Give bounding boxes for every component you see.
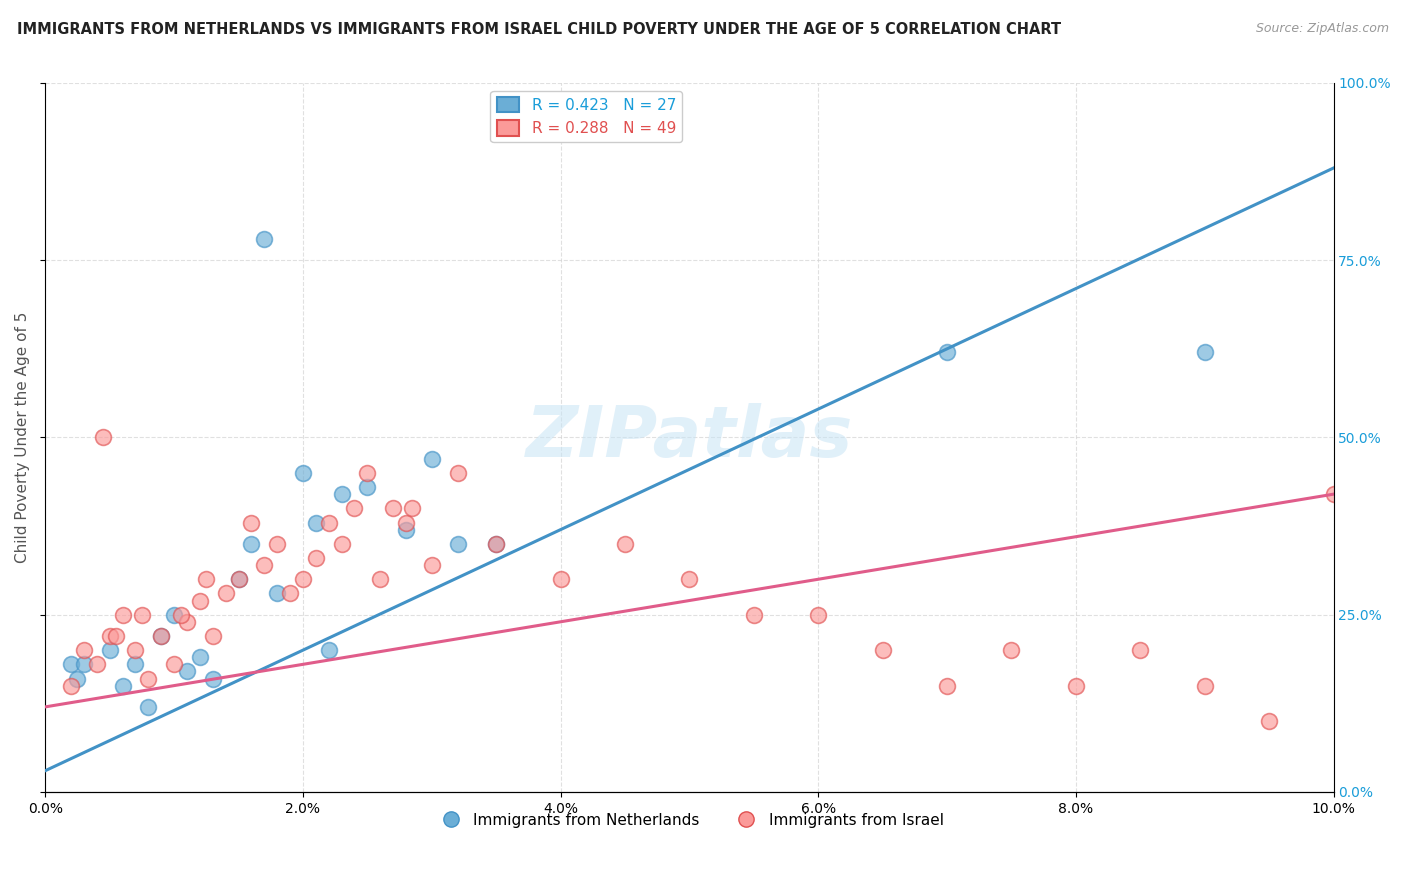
Point [240, 516, 263, 530]
Point [936, 345, 959, 359]
Point [330, 537, 353, 551]
Point [1194, 345, 1216, 359]
Point [163, 607, 186, 622]
Point [395, 516, 418, 530]
Point [356, 466, 378, 480]
Point [228, 572, 250, 586]
Point [60, 679, 83, 693]
Point [201, 629, 224, 643]
Point [446, 537, 468, 551]
Point [253, 558, 276, 572]
Text: Source: ZipAtlas.com: Source: ZipAtlas.com [1256, 22, 1389, 36]
Point [138, 672, 160, 686]
Point [1129, 643, 1152, 657]
Point [150, 629, 173, 643]
Point [188, 593, 211, 607]
Point [91, 430, 114, 444]
Point [343, 501, 366, 516]
Point [138, 699, 160, 714]
Point [98, 629, 121, 643]
Point [73, 643, 96, 657]
Point [176, 665, 198, 679]
Point [742, 607, 765, 622]
Point [124, 643, 146, 657]
Point [550, 572, 572, 586]
Point [266, 586, 288, 600]
Point [305, 551, 328, 566]
Point [150, 629, 173, 643]
Point [86, 657, 108, 672]
Point [201, 672, 224, 686]
Point [872, 643, 894, 657]
Point [401, 501, 423, 516]
Point [266, 537, 288, 551]
Point [318, 516, 340, 530]
Point [228, 572, 250, 586]
Point [420, 558, 443, 572]
Legend: Immigrants from Netherlands, Immigrants from Israel: Immigrants from Netherlands, Immigrants … [429, 806, 949, 834]
Point [111, 607, 134, 622]
Point [253, 232, 276, 246]
Point [169, 607, 191, 622]
Point [1258, 714, 1281, 728]
Point [1322, 487, 1344, 501]
Text: IMMIGRANTS FROM NETHERLANDS VS IMMIGRANTS FROM ISRAEL CHILD POVERTY UNDER THE AG: IMMIGRANTS FROM NETHERLANDS VS IMMIGRANT… [17, 22, 1062, 37]
Point [176, 615, 198, 629]
Point [936, 679, 959, 693]
Point [807, 607, 830, 622]
Point [60, 657, 83, 672]
Point [485, 537, 508, 551]
Y-axis label: Child Poverty Under the Age of 5: Child Poverty Under the Age of 5 [15, 312, 30, 563]
Point [318, 643, 340, 657]
Point [356, 480, 378, 494]
Point [330, 487, 353, 501]
Point [614, 537, 637, 551]
Point [395, 523, 418, 537]
Point [291, 466, 314, 480]
Point [278, 586, 301, 600]
Point [420, 451, 443, 466]
Point [188, 650, 211, 665]
Point [131, 607, 153, 622]
Point [73, 657, 96, 672]
Point [368, 572, 391, 586]
Point [485, 537, 508, 551]
Point [163, 657, 186, 672]
Point [678, 572, 700, 586]
Point [291, 572, 314, 586]
Point [195, 572, 218, 586]
Point [1000, 643, 1022, 657]
Point [66, 672, 89, 686]
Point [111, 679, 134, 693]
Point [214, 586, 236, 600]
Point [1064, 679, 1087, 693]
Point [98, 643, 121, 657]
Point [382, 501, 405, 516]
Point [305, 516, 328, 530]
Point [240, 537, 263, 551]
Point [105, 629, 128, 643]
Text: ZIPatlas: ZIPatlas [526, 403, 853, 472]
Point [124, 657, 146, 672]
Point [446, 466, 468, 480]
Point [1194, 679, 1216, 693]
